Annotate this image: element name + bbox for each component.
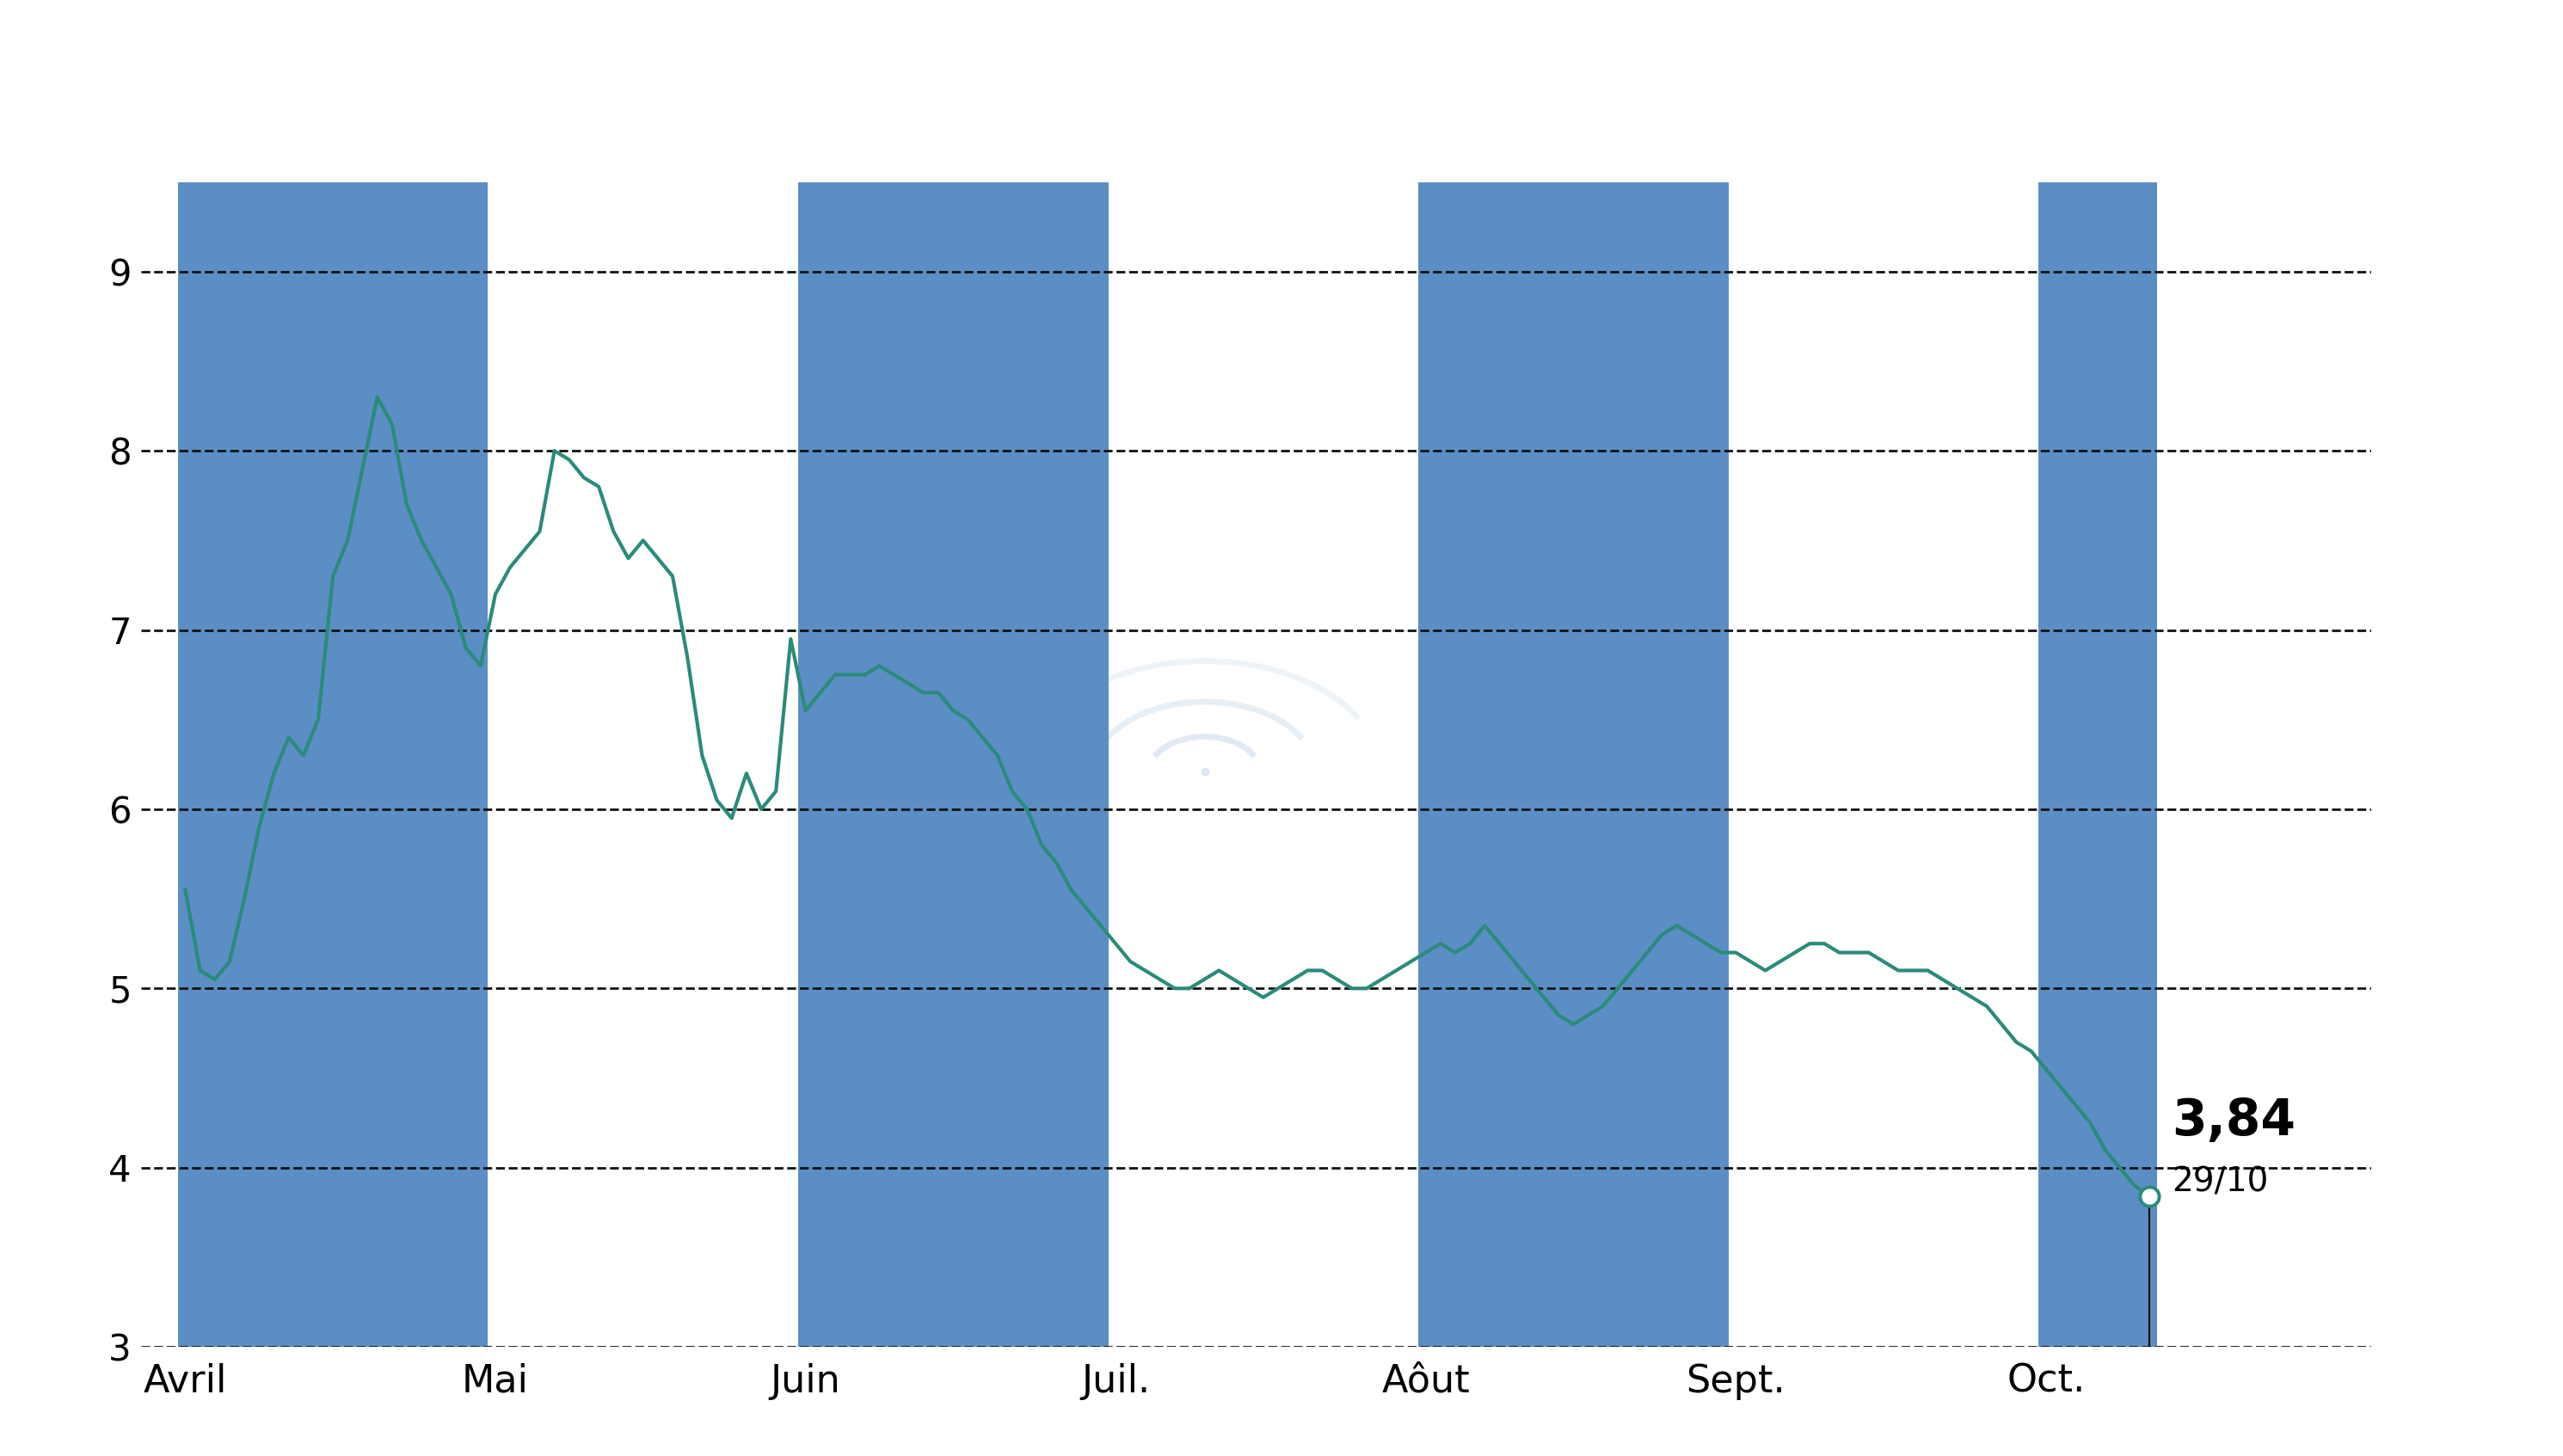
Text: 3,84: 3,84 [2171, 1096, 2296, 1146]
Text: HYDROGEN REFUELING: HYDROGEN REFUELING [674, 38, 1889, 130]
Bar [2038, 182, 2155, 1347]
Bar [177, 182, 487, 1347]
Bar [1417, 182, 1727, 1347]
Text: 29/10: 29/10 [2171, 1166, 2268, 1198]
Bar [797, 182, 1107, 1347]
